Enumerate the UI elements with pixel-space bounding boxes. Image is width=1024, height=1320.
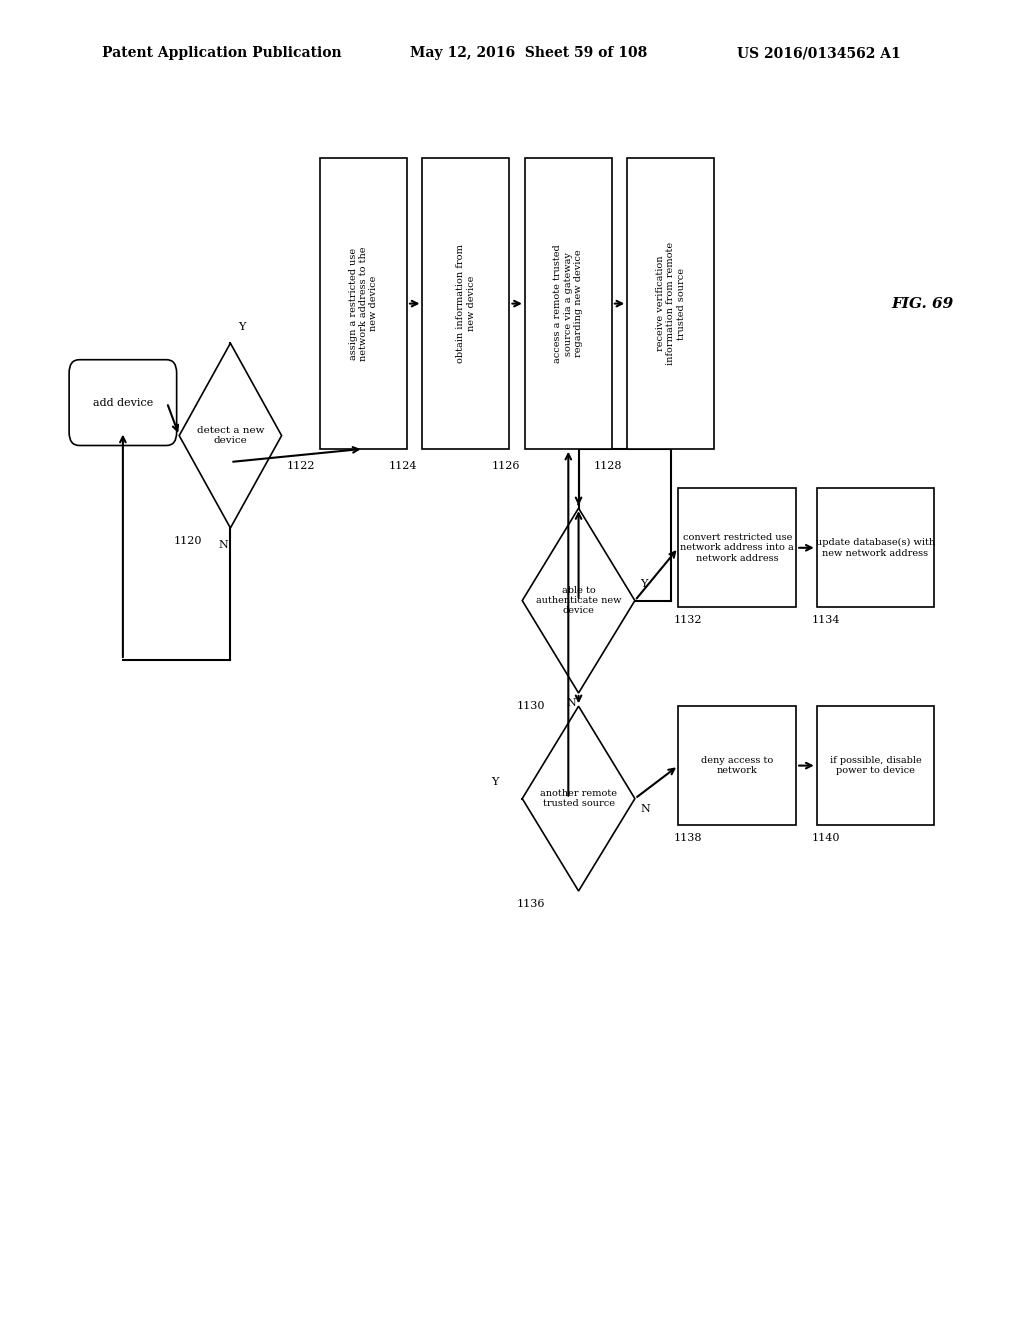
Text: 1136: 1136 (517, 899, 546, 909)
Text: receive verification
information from remote
trusted source: receive verification information from re… (655, 242, 686, 366)
FancyBboxPatch shape (423, 158, 510, 449)
Text: obtain information from
new device: obtain information from new device (457, 244, 475, 363)
Text: Y: Y (239, 322, 246, 333)
Text: US 2016/0134562 A1: US 2016/0134562 A1 (737, 46, 901, 61)
Text: access a remote trusted
source via a gateway
regarding new device: access a remote trusted source via a gat… (553, 244, 584, 363)
Text: 1132: 1132 (674, 615, 701, 626)
Text: 1134: 1134 (811, 615, 840, 626)
Polygon shape (522, 706, 635, 891)
FancyBboxPatch shape (525, 158, 612, 449)
Text: 1122: 1122 (287, 461, 315, 471)
Text: add device: add device (93, 397, 153, 408)
Text: 1140: 1140 (811, 833, 840, 843)
Text: convert restricted use
network address into a
network address: convert restricted use network address i… (680, 533, 795, 562)
Text: Y: Y (492, 777, 499, 788)
Text: 1120: 1120 (174, 536, 203, 546)
Text: deny access to
network: deny access to network (701, 756, 773, 775)
Text: Patent Application Publication: Patent Application Publication (102, 46, 342, 61)
Text: 1138: 1138 (674, 833, 701, 843)
Text: detect a new
device: detect a new device (197, 426, 264, 445)
FancyBboxPatch shape (678, 488, 797, 607)
Text: able to
authenticate new
device: able to authenticate new device (536, 586, 622, 615)
Text: 1126: 1126 (492, 461, 520, 471)
Text: N: N (566, 698, 577, 709)
FancyBboxPatch shape (817, 706, 934, 825)
FancyBboxPatch shape (319, 158, 408, 449)
Text: Y: Y (640, 579, 647, 590)
Text: update database(s) with
new network address: update database(s) with new network addr… (816, 539, 935, 557)
Text: May 12, 2016  Sheet 59 of 108: May 12, 2016 Sheet 59 of 108 (410, 46, 647, 61)
Text: 1124: 1124 (389, 461, 418, 471)
Text: FIG. 69: FIG. 69 (891, 297, 953, 310)
Text: N: N (640, 804, 650, 814)
FancyBboxPatch shape (69, 359, 176, 446)
FancyBboxPatch shape (678, 706, 797, 825)
Polygon shape (522, 508, 635, 693)
Text: assign a restricted use
network address to the
new device: assign a restricted use network address … (348, 247, 379, 360)
Text: 1128: 1128 (594, 461, 623, 471)
Text: 1130: 1130 (517, 701, 546, 711)
FancyBboxPatch shape (627, 158, 715, 449)
Text: if possible, disable
power to device: if possible, disable power to device (829, 756, 922, 775)
Text: N: N (218, 540, 228, 550)
Polygon shape (179, 343, 282, 528)
Text: another remote
trusted source: another remote trusted source (540, 789, 617, 808)
FancyBboxPatch shape (817, 488, 934, 607)
